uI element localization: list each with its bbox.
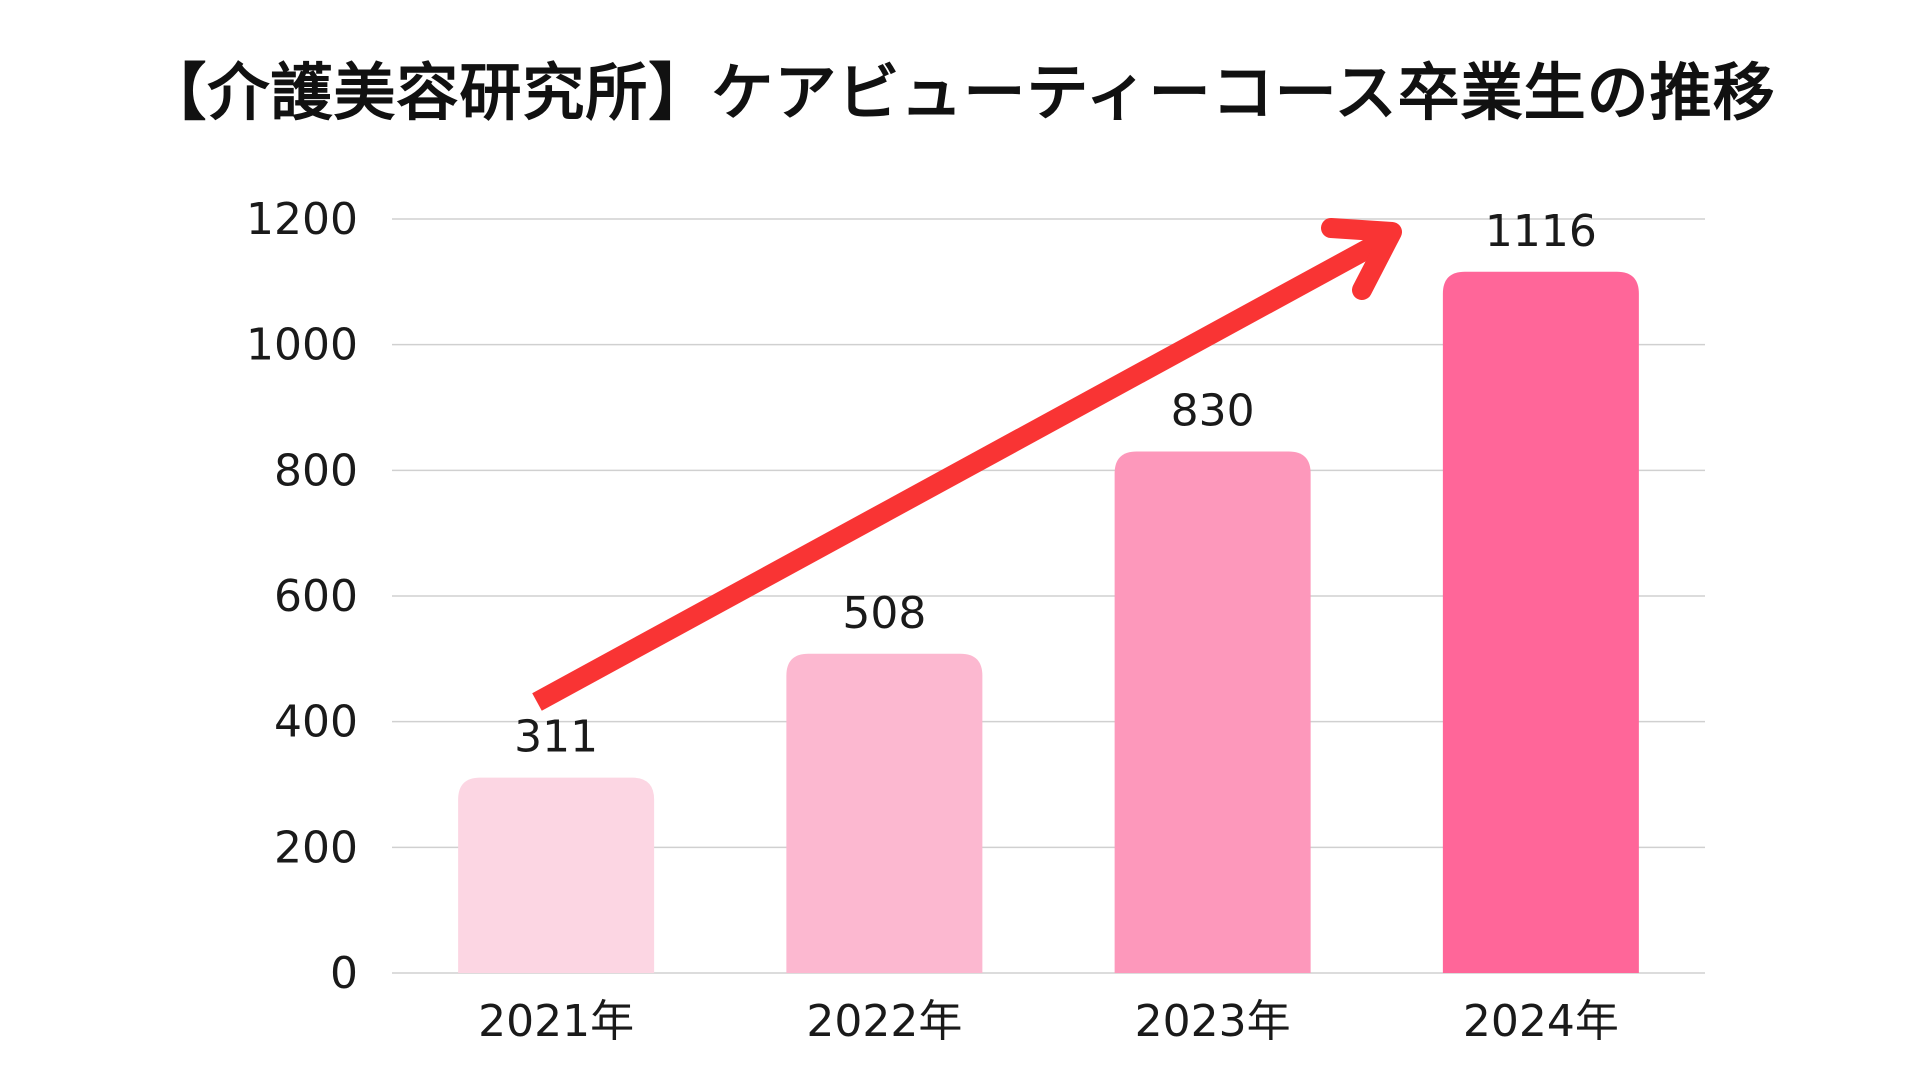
bar-2021年 [458, 777, 655, 973]
y-axis-ticks: 0 200 400 600 800 1000 1200 [246, 194, 358, 999]
bar-2023年 [1114, 451, 1311, 973]
x-category-label: 2024年 [1463, 996, 1619, 1047]
y-tick-label: 1200 [246, 194, 358, 245]
data-label: 508 [842, 588, 926, 639]
x-category-label: 2022年 [806, 996, 962, 1047]
x-axis-categories: 2021年 2022年 2023年 2024年 [478, 996, 1619, 1047]
x-category-label: 2023年 [1135, 996, 1291, 1047]
y-tick-label: 200 [274, 822, 358, 873]
y-tick-label: 600 [274, 571, 358, 622]
x-category-label: 2021年 [478, 996, 634, 1047]
y-tick-label: 0 [330, 948, 358, 999]
y-tick-label: 400 [274, 697, 358, 748]
bar-2022年 [786, 653, 983, 973]
bars [458, 271, 1639, 973]
data-label: 311 [514, 712, 598, 763]
bar-2024年 [1442, 271, 1639, 973]
y-tick-label: 1000 [246, 320, 358, 371]
chart-title: 【介護美容研究所】ケアビューティーコース卒業生の推移 [144, 56, 1776, 129]
data-labels: 311 508 830 1116 [514, 206, 1597, 763]
trend-arrow-head [1321, 218, 1402, 300]
trend-arrow-shaft [532, 231, 1389, 711]
y-tick-label: 800 [274, 445, 358, 496]
data-label: 830 [1171, 385, 1255, 436]
trend-arrow [532, 218, 1402, 711]
data-label: 1116 [1485, 206, 1597, 257]
